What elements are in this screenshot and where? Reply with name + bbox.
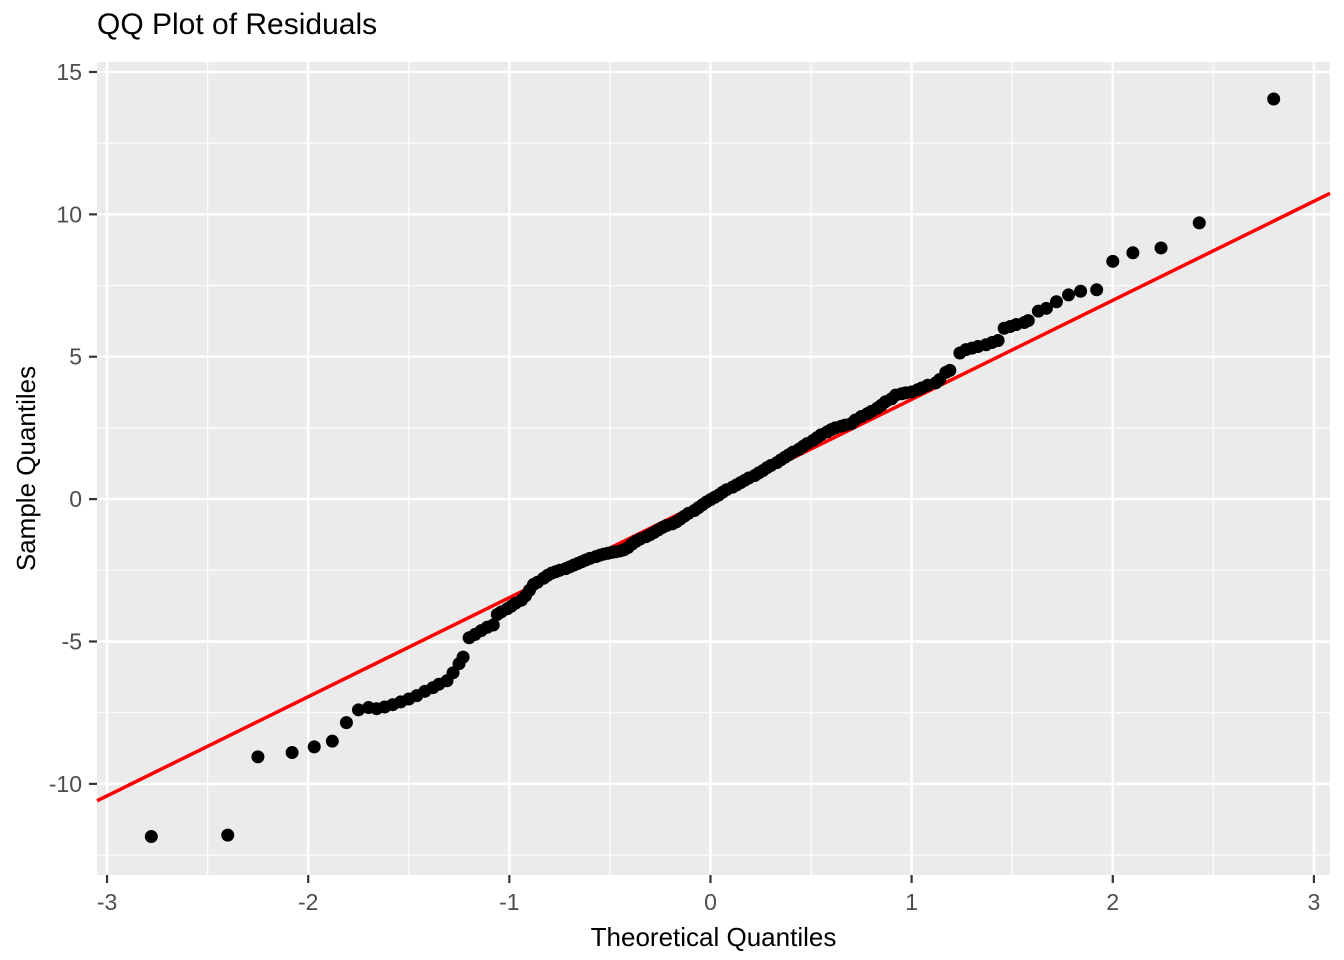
x-tick-label: 1 [905, 889, 918, 915]
data-point [1074, 284, 1088, 298]
data-point [1039, 301, 1053, 315]
x-tick-label: -2 [298, 889, 318, 915]
y-tick-label: 5 [69, 344, 82, 370]
x-tick-label: -1 [499, 889, 519, 915]
data-point [1090, 283, 1104, 297]
data-point [943, 363, 957, 377]
data-point [339, 716, 353, 730]
data-point [221, 828, 235, 842]
x-tick-label: -3 [97, 889, 117, 915]
data-point [1106, 254, 1120, 268]
data-point [486, 618, 500, 632]
data-point [991, 333, 1005, 347]
data-point [1126, 246, 1140, 260]
x-tick-label: 0 [704, 889, 717, 915]
data-point [456, 650, 470, 664]
data-point [251, 750, 265, 764]
y-tick-label: 10 [56, 201, 82, 227]
data-point [285, 746, 299, 760]
y-tick-label: -10 [49, 771, 82, 797]
y-axis-title: Sample Quantiles [11, 365, 42, 571]
x-axis-title: Theoretical Quantiles [590, 922, 837, 952]
data-point [1049, 295, 1063, 309]
data-point [325, 734, 339, 748]
data-point [351, 703, 365, 717]
x-tick-label: 3 [1308, 889, 1321, 915]
y-tick-label: 15 [56, 59, 82, 85]
y-tick-label: -5 [62, 628, 82, 654]
x-tick-label: 2 [1106, 889, 1119, 915]
data-point [1154, 241, 1168, 255]
data-point [307, 740, 321, 754]
data-point [1267, 92, 1281, 106]
plot-panel [97, 62, 1330, 875]
data-point [1021, 314, 1035, 328]
y-tick-label: 0 [69, 486, 82, 512]
data-point [144, 830, 158, 844]
data-point [1192, 216, 1206, 230]
chart-title: QQ Plot of Residuals [97, 8, 378, 41]
data-point [1062, 288, 1076, 302]
